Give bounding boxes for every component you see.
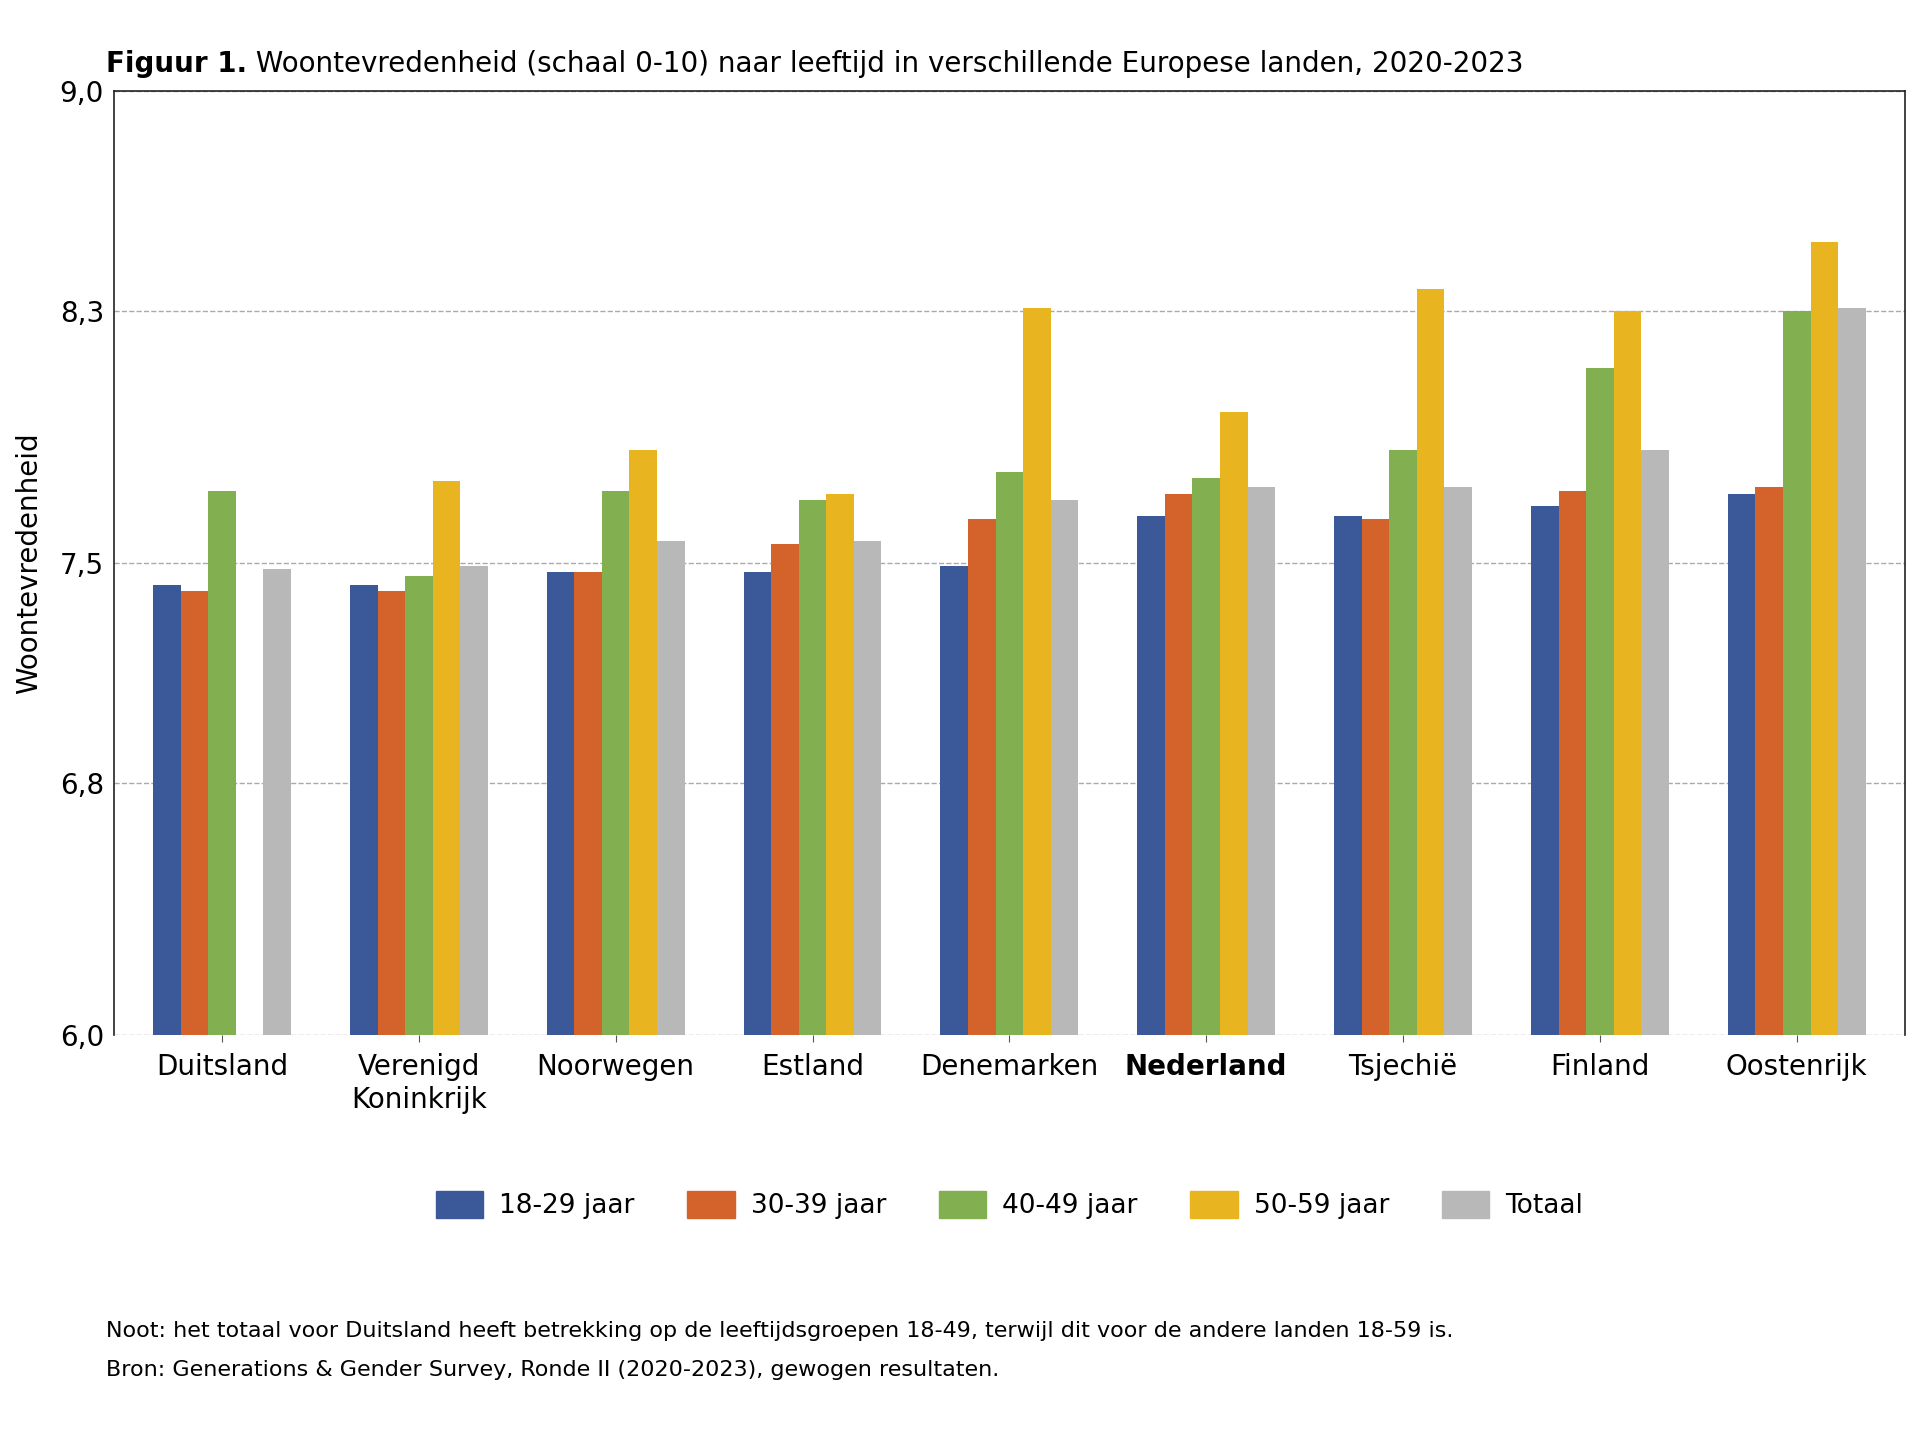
Bar — [547, 573, 574, 1035]
Bar — [1613, 311, 1642, 1035]
Text: Bron: Generations & Gender Survey, Ronde II (2020-2023), gewogen resultaten.: Bron: Generations & Gender Survey, Ronde… — [106, 1360, 998, 1380]
Bar — [1530, 507, 1559, 1035]
Bar — [772, 544, 799, 1035]
Y-axis label: Woontevredenheid: Woontevredenheid — [15, 432, 42, 694]
Bar — [574, 573, 603, 1035]
Bar — [1219, 412, 1248, 1035]
Text: Woontevredenheid (schaal 0-10) naar leeftijd in verschillende Europese landen, 2: Woontevredenheid (schaal 0-10) naar leef… — [248, 50, 1523, 78]
Bar — [854, 541, 881, 1035]
Bar — [154, 586, 180, 1035]
Bar — [1192, 478, 1219, 1035]
Bar — [996, 472, 1023, 1035]
Bar — [968, 519, 996, 1035]
Bar — [1586, 368, 1613, 1035]
Bar — [1248, 488, 1275, 1035]
Bar — [432, 481, 461, 1035]
Bar — [1755, 488, 1784, 1035]
Bar — [1837, 308, 1866, 1035]
Bar — [1642, 449, 1668, 1035]
Text: Figuur 1.: Figuur 1. — [106, 50, 248, 78]
Bar — [461, 566, 488, 1035]
Bar — [743, 573, 772, 1035]
Text: Noot: het totaal voor Duitsland heeft betrekking op de leeftijdsgroepen 18-49, t: Noot: het totaal voor Duitsland heeft be… — [106, 1321, 1453, 1341]
Bar — [1390, 449, 1417, 1035]
Bar — [603, 491, 630, 1035]
Bar — [799, 499, 826, 1035]
Bar — [405, 576, 432, 1035]
Bar — [180, 591, 207, 1035]
Bar — [657, 541, 685, 1035]
Bar — [1023, 308, 1050, 1035]
Bar — [1165, 494, 1192, 1035]
Bar — [1417, 289, 1444, 1035]
Bar — [263, 570, 292, 1035]
Bar — [1050, 499, 1079, 1035]
Bar — [1811, 242, 1837, 1035]
Bar — [349, 586, 378, 1035]
Bar — [1444, 488, 1473, 1035]
Bar — [1728, 494, 1755, 1035]
Bar — [1784, 311, 1811, 1035]
Bar — [1137, 515, 1165, 1035]
Bar — [1361, 519, 1390, 1035]
Legend: 18-29 jaar, 30-39 jaar, 40-49 jaar, 50-59 jaar, Totaal: 18-29 jaar, 30-39 jaar, 40-49 jaar, 50-5… — [424, 1180, 1594, 1230]
Bar — [630, 449, 657, 1035]
Bar — [1559, 491, 1586, 1035]
Bar — [826, 494, 854, 1035]
Bar — [1334, 515, 1361, 1035]
Bar — [207, 491, 236, 1035]
Bar — [378, 591, 405, 1035]
Bar — [941, 566, 968, 1035]
